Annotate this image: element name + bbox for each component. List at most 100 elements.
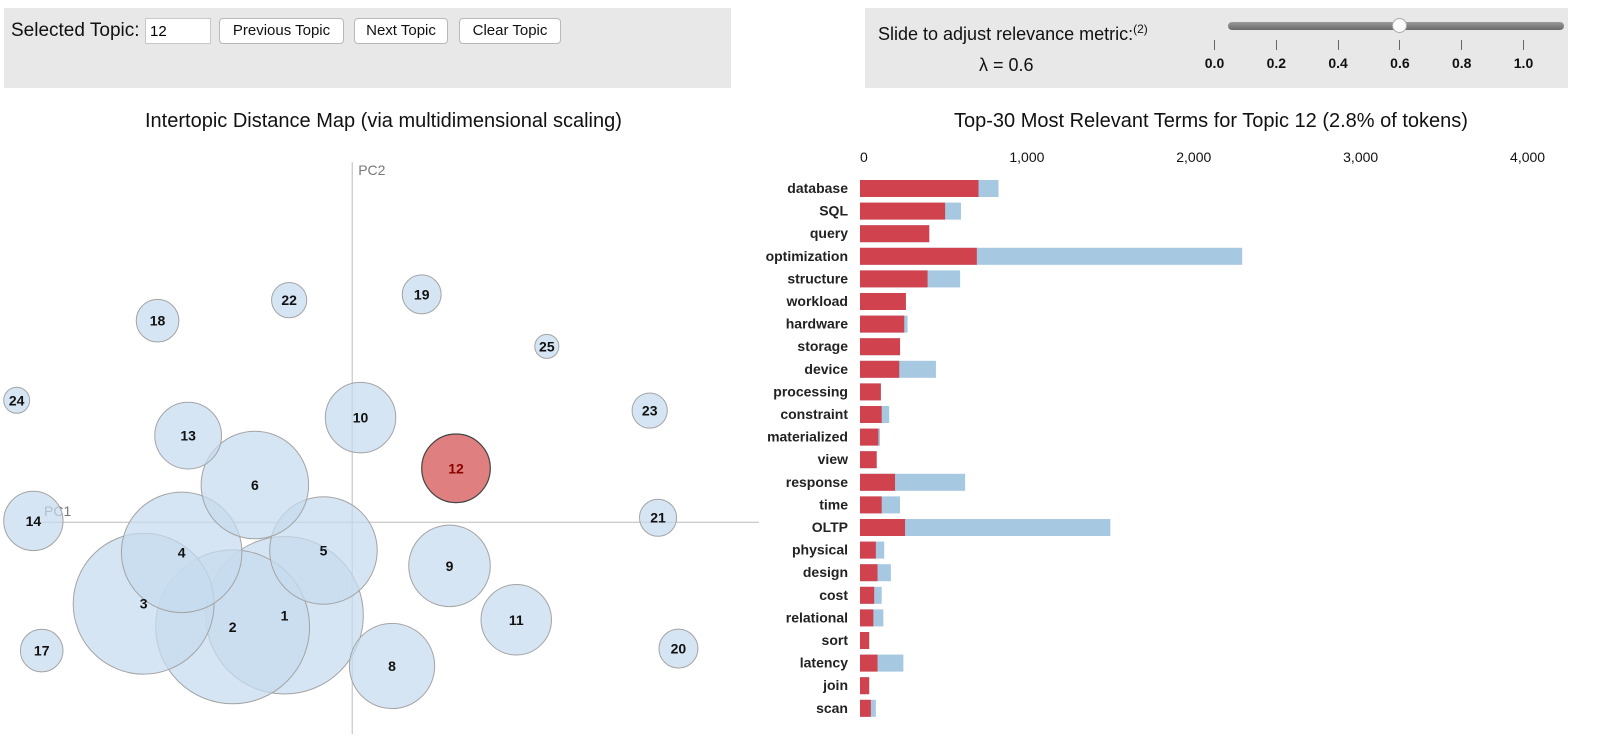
topic-bubble-13[interactable] — [154, 401, 223, 470]
topic-frequency-bar[interactable] — [860, 632, 870, 649]
topic-bubble-label: 21 — [650, 510, 666, 526]
topic-bubble-6[interactable] — [200, 430, 310, 540]
bar-x-tick-label: 0 — [860, 149, 868, 165]
topic-frequency-bar[interactable] — [860, 315, 905, 333]
topic-frequency-bar[interactable] — [860, 360, 900, 378]
topic-bubble-17[interactable] — [19, 628, 64, 673]
term-label[interactable]: sort — [822, 632, 849, 648]
topic-bubble-label: 25 — [539, 338, 555, 354]
bar-x-tick-label: 1,000 — [1009, 149, 1044, 165]
relevance-slider-thumb[interactable] — [1392, 18, 1408, 33]
term-label[interactable]: scan — [816, 700, 848, 716]
term-label[interactable]: relational — [786, 609, 848, 625]
topic-bubble-19[interactable] — [401, 274, 442, 315]
topic-frequency-bar[interactable] — [860, 451, 877, 469]
slider-tick-mark — [1275, 40, 1277, 50]
next-topic-button[interactable]: Next Topic — [354, 18, 448, 44]
topic-bubble-23[interactable] — [631, 392, 668, 429]
relevance-slider-panel: Slide to adjust relevance metric:(2) λ =… — [865, 8, 1568, 88]
topic-frequency-bar[interactable] — [860, 564, 878, 582]
topic-frequency-bar[interactable] — [860, 293, 906, 310]
relevance-footnote-link[interactable]: (2) — [1133, 22, 1148, 36]
topic-frequency-bar[interactable] — [860, 519, 906, 536]
term-label[interactable]: materialized — [767, 429, 848, 445]
slider-tick-label: 0.0 — [1204, 55, 1225, 71]
topic-frequency-bar[interactable] — [860, 677, 870, 695]
topic-frequency-bar[interactable] — [860, 225, 930, 243]
topic-bubble-22[interactable] — [271, 282, 308, 319]
topic-bubble-label: 6 — [251, 477, 259, 493]
intertopic-distance-map: PC1PC2 123456891011121314171819202122232… — [3, 162, 759, 734]
topic-frequency-bar[interactable] — [860, 338, 901, 356]
topic-bubble-9[interactable] — [408, 524, 491, 608]
clear-topic-button[interactable]: Clear Topic — [459, 18, 561, 44]
term-label[interactable]: latency — [800, 655, 848, 671]
topic-frequency-bar[interactable] — [860, 406, 882, 423]
term-label[interactable]: optimization — [766, 248, 848, 264]
topic-bubble-10[interactable] — [324, 381, 397, 454]
topic-frequency-bar[interactable] — [860, 699, 871, 717]
slider-tick-label: 0.4 — [1328, 55, 1348, 71]
term-label[interactable]: constraint — [780, 406, 848, 422]
term-label[interactable]: storage — [797, 338, 848, 354]
topic-bubble-label: 17 — [34, 643, 50, 659]
topic-frequency-bar[interactable] — [860, 383, 881, 401]
term-label[interactable]: cost — [819, 587, 848, 603]
term-label[interactable]: database — [787, 180, 848, 196]
topic-bubble-11[interactable] — [480, 584, 552, 656]
topic-frequency-bar[interactable] — [860, 247, 977, 265]
topic-frequency-bar[interactable] — [860, 428, 879, 446]
topic-frequency-bar[interactable] — [860, 180, 979, 197]
top-terms-title: Top-30 Most Relevant Terms for Topic 12 … — [954, 110, 1468, 132]
topic-frequency-bar[interactable] — [860, 270, 928, 288]
topic-frequency-bar[interactable] — [860, 202, 946, 220]
topic-bubble-label: 4 — [178, 544, 186, 560]
topic-bubble-label: 22 — [281, 292, 297, 308]
topic-frequency-bar[interactable] — [860, 496, 882, 514]
topic-bubble-label: 5 — [320, 542, 328, 558]
slider-tick-mark — [1399, 40, 1401, 50]
slider-tick-mark — [1461, 40, 1463, 50]
selected-topic-input[interactable] — [145, 18, 211, 44]
term-label[interactable]: structure — [787, 270, 848, 286]
topic-bubble-8[interactable] — [348, 622, 436, 710]
slider-tick-mark — [1337, 40, 1339, 50]
topic-bubble-25[interactable] — [534, 333, 560, 359]
topic-bubble-label: 14 — [26, 513, 42, 529]
term-label[interactable]: OLTP — [812, 519, 848, 535]
topic-bubble-label: 9 — [446, 558, 454, 574]
topic-bubble-20[interactable] — [658, 628, 699, 669]
topic-bubble-5[interactable] — [269, 496, 378, 605]
term-label[interactable]: time — [819, 496, 848, 512]
lambda-value: λ = 0.6 — [979, 55, 1034, 75]
term-label[interactable]: response — [786, 474, 848, 490]
topic-bubble-12[interactable] — [421, 433, 491, 504]
term-label[interactable]: design — [803, 564, 848, 580]
term-label[interactable]: processing — [773, 383, 848, 399]
topic-frequency-bar[interactable] — [860, 473, 896, 491]
topic-bubble-4[interactable] — [120, 491, 243, 614]
term-label[interactable]: SQL — [819, 203, 848, 219]
overall-frequency-bar[interactable] — [860, 519, 1111, 536]
topic-bubble-24[interactable] — [3, 386, 31, 414]
topic-bubble-label: 18 — [150, 313, 166, 329]
term-label[interactable]: workload — [786, 293, 848, 309]
topic-frequency-bar[interactable] — [860, 609, 874, 627]
topic-frequency-bar[interactable] — [860, 541, 876, 559]
previous-topic-button[interactable]: Previous Topic — [219, 18, 344, 44]
topic-bubble-label: 2 — [229, 619, 237, 635]
term-label[interactable]: device — [804, 361, 848, 377]
topic-frequency-bar[interactable] — [860, 586, 875, 604]
term-label[interactable]: view — [818, 451, 848, 467]
topic-bubble-18[interactable] — [135, 298, 180, 343]
topic-bubble-label: 10 — [353, 410, 369, 426]
term-label[interactable]: physical — [792, 542, 848, 558]
topic-bubble-21[interactable] — [639, 498, 678, 537]
topic-bubble-14[interactable] — [3, 490, 64, 552]
topic-bubble-label: 8 — [388, 658, 396, 674]
topic-frequency-bar[interactable] — [860, 654, 878, 672]
term-label[interactable]: join — [822, 677, 848, 693]
term-label[interactable]: query — [810, 225, 848, 241]
topic-bubble-label: 24 — [9, 392, 25, 408]
term-label[interactable]: hardware — [786, 316, 848, 332]
